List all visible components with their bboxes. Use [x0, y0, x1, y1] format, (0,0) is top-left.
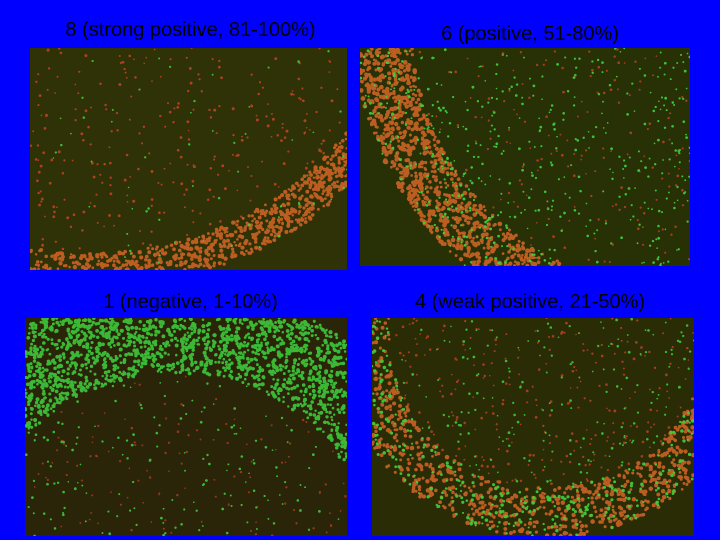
micrograph-positive-image [360, 48, 690, 266]
caption-positive: 6 (positive, 51-80%) [441, 23, 619, 45]
micrograph-negative [25, 318, 347, 536]
caption-weak-positive: 4 (weak positive, 21-50%) [414, 291, 646, 313]
caption-strong-positive: 8 (strong positive, 81-100%) [65, 19, 316, 41]
micrograph-strong-positive [30, 48, 347, 270]
micrograph-weak-positive-image [372, 318, 694, 536]
micrograph-negative-image [25, 318, 347, 536]
caption-negative: 1 (negative, 1-10%) [103, 291, 278, 313]
micrograph-positive [360, 48, 690, 266]
micrograph-strong-positive-image [30, 48, 347, 270]
micrograph-weak-positive [372, 318, 694, 536]
